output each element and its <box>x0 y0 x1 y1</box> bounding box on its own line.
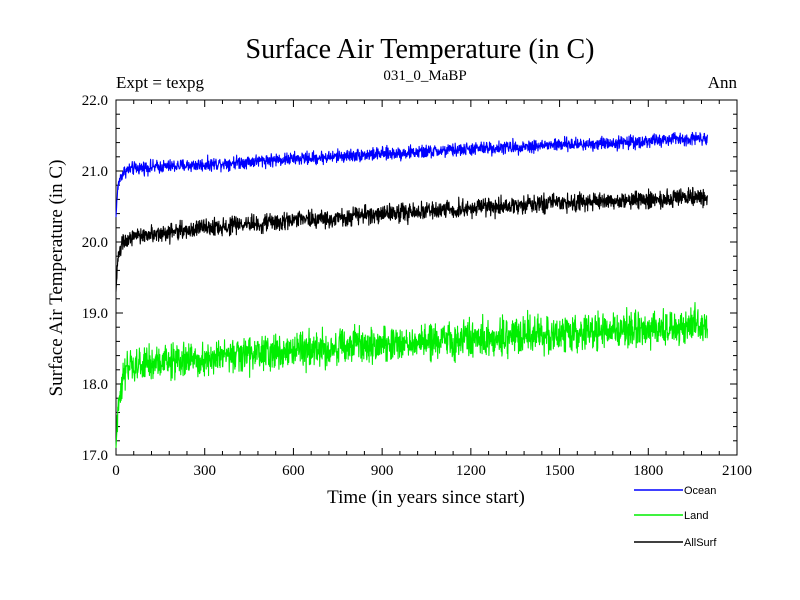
x-tick-label: 1200 <box>456 463 486 479</box>
x-tick-label: 0 <box>112 463 120 479</box>
legend: Ocean Land AllSurf <box>634 485 717 549</box>
x-tick-label: 1800 <box>633 463 663 479</box>
x-tick-label: 2100 <box>722 463 752 479</box>
x-axis-label: Time (in years since start) <box>327 487 525 508</box>
y-tick-label: 18.0 <box>82 377 108 393</box>
x-tick-label: 1500 <box>545 463 575 479</box>
legend-label-allsurf: AllSurf <box>684 537 717 549</box>
x-tick-label: 600 <box>282 463 305 479</box>
x-axis: 0 300 600 900 1200 1500 1800 2100 <box>112 100 752 479</box>
experiment-label: Expt = texpg <box>116 73 204 92</box>
y-tick-label: 19.0 <box>82 306 108 322</box>
series-group <box>115 131 708 448</box>
chart-title: Surface Air Temperature (in C) <box>246 34 595 65</box>
x-tick-label: 300 <box>193 463 216 479</box>
y-axis-label: Surface Air Temperature (in C) <box>46 160 67 397</box>
series-line-land <box>115 302 708 448</box>
series-line-allsurf <box>115 186 708 292</box>
series-line-ocean <box>115 131 708 218</box>
legend-label-ocean: Ocean <box>684 485 716 497</box>
x-tick-label: 900 <box>371 463 394 479</box>
legend-label-land: Land <box>684 510 708 522</box>
plot-frame <box>115 99 738 456</box>
chart-subtitle: 031_0_MaBP <box>383 68 466 84</box>
y-tick-label: 22.0 <box>82 93 108 109</box>
y-tick-label: 17.0 <box>82 448 108 464</box>
season-label: Ann <box>708 73 738 92</box>
y-tick-label: 21.0 <box>82 164 108 180</box>
y-tick-label: 20.0 <box>82 235 108 251</box>
